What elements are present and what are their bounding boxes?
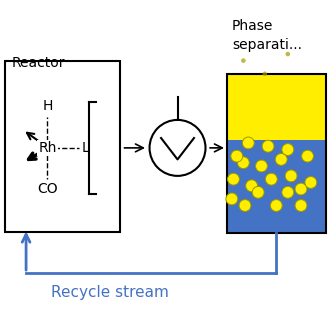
Circle shape [295,200,307,211]
Text: CO: CO [37,183,58,197]
Circle shape [295,183,307,195]
Text: L: L [82,141,90,155]
Text: H: H [42,99,53,113]
Circle shape [231,150,243,162]
Bar [227,74,326,233]
Circle shape [149,120,206,176]
Circle shape [275,153,287,165]
Circle shape [270,200,282,211]
Circle shape [252,186,264,198]
Circle shape [265,173,277,185]
Circle shape [246,180,258,192]
Circle shape [302,150,313,162]
Circle shape [226,193,238,205]
Circle shape [242,137,254,149]
Circle shape [263,71,267,76]
Text: Recycle stream: Recycle stream [51,285,169,300]
Circle shape [282,186,294,198]
Circle shape [305,177,317,188]
Circle shape [227,173,239,185]
Bar [227,140,326,233]
Text: Reactor: Reactor [11,56,65,70]
Circle shape [262,140,274,152]
Bar [227,74,326,140]
Text: Rh: Rh [38,141,57,155]
Text: Phase
separati...: Phase separati... [232,20,302,52]
Circle shape [241,58,246,63]
Circle shape [239,200,251,211]
FancyArrowPatch shape [29,151,43,159]
Circle shape [237,157,249,169]
Circle shape [256,160,267,172]
Circle shape [286,52,290,56]
Bar [5,61,120,232]
Circle shape [282,144,294,155]
Circle shape [285,170,297,182]
